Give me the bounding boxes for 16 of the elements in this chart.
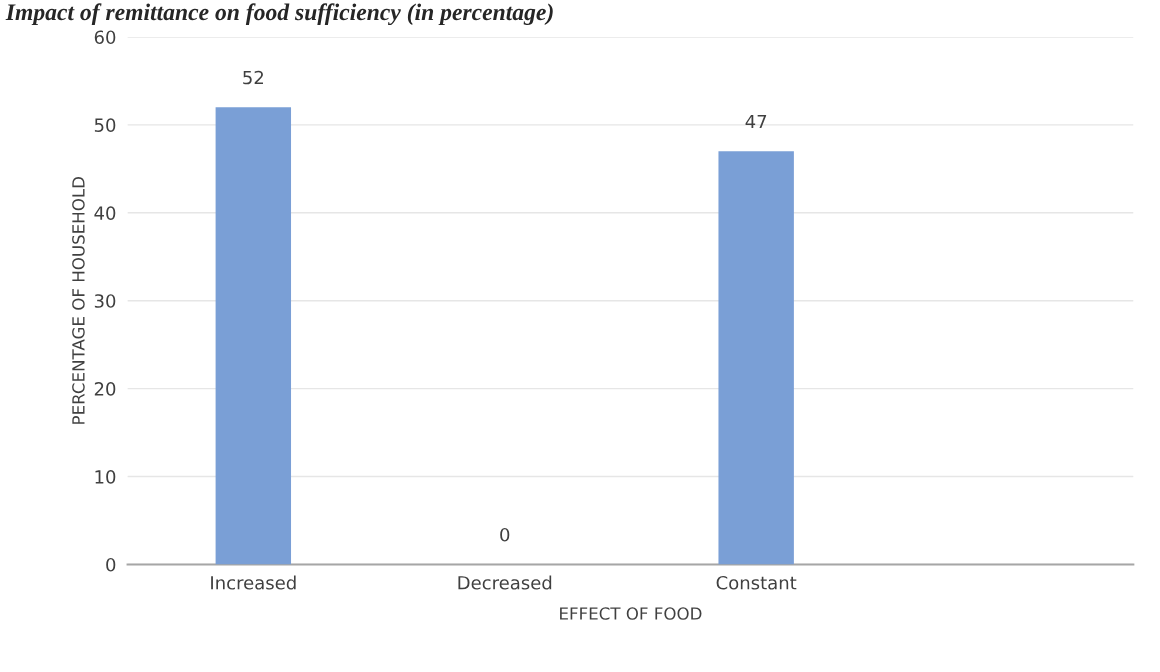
data-label: 47 bbox=[745, 114, 767, 129]
x-tick-label: Constant bbox=[716, 575, 797, 590]
data-label: 52 bbox=[243, 70, 263, 85]
y-tick-label: 50 bbox=[94, 118, 116, 132]
y-tick-label: 40 bbox=[94, 206, 116, 220]
data-label: 0 bbox=[500, 527, 510, 542]
y-tick-label: 10 bbox=[95, 470, 116, 484]
y-tick-label: 0 bbox=[106, 557, 116, 572]
y-axis-title: PERCENTAGE OF HOUSEHOLD bbox=[72, 176, 85, 424]
y-tick-label: 30 bbox=[94, 294, 116, 308]
y-tick-label: 60 bbox=[94, 30, 116, 45]
chart-title: Impact of remittance on food sufficiency (in percentage) bbox=[5, 3, 553, 26]
x-axis-title: EFFECT OF FOOD bbox=[560, 607, 702, 620]
x-tick-label: Increased bbox=[211, 575, 296, 590]
x-tick-label: Decreased bbox=[458, 575, 552, 590]
y-tick-label: 20 bbox=[94, 382, 116, 396]
